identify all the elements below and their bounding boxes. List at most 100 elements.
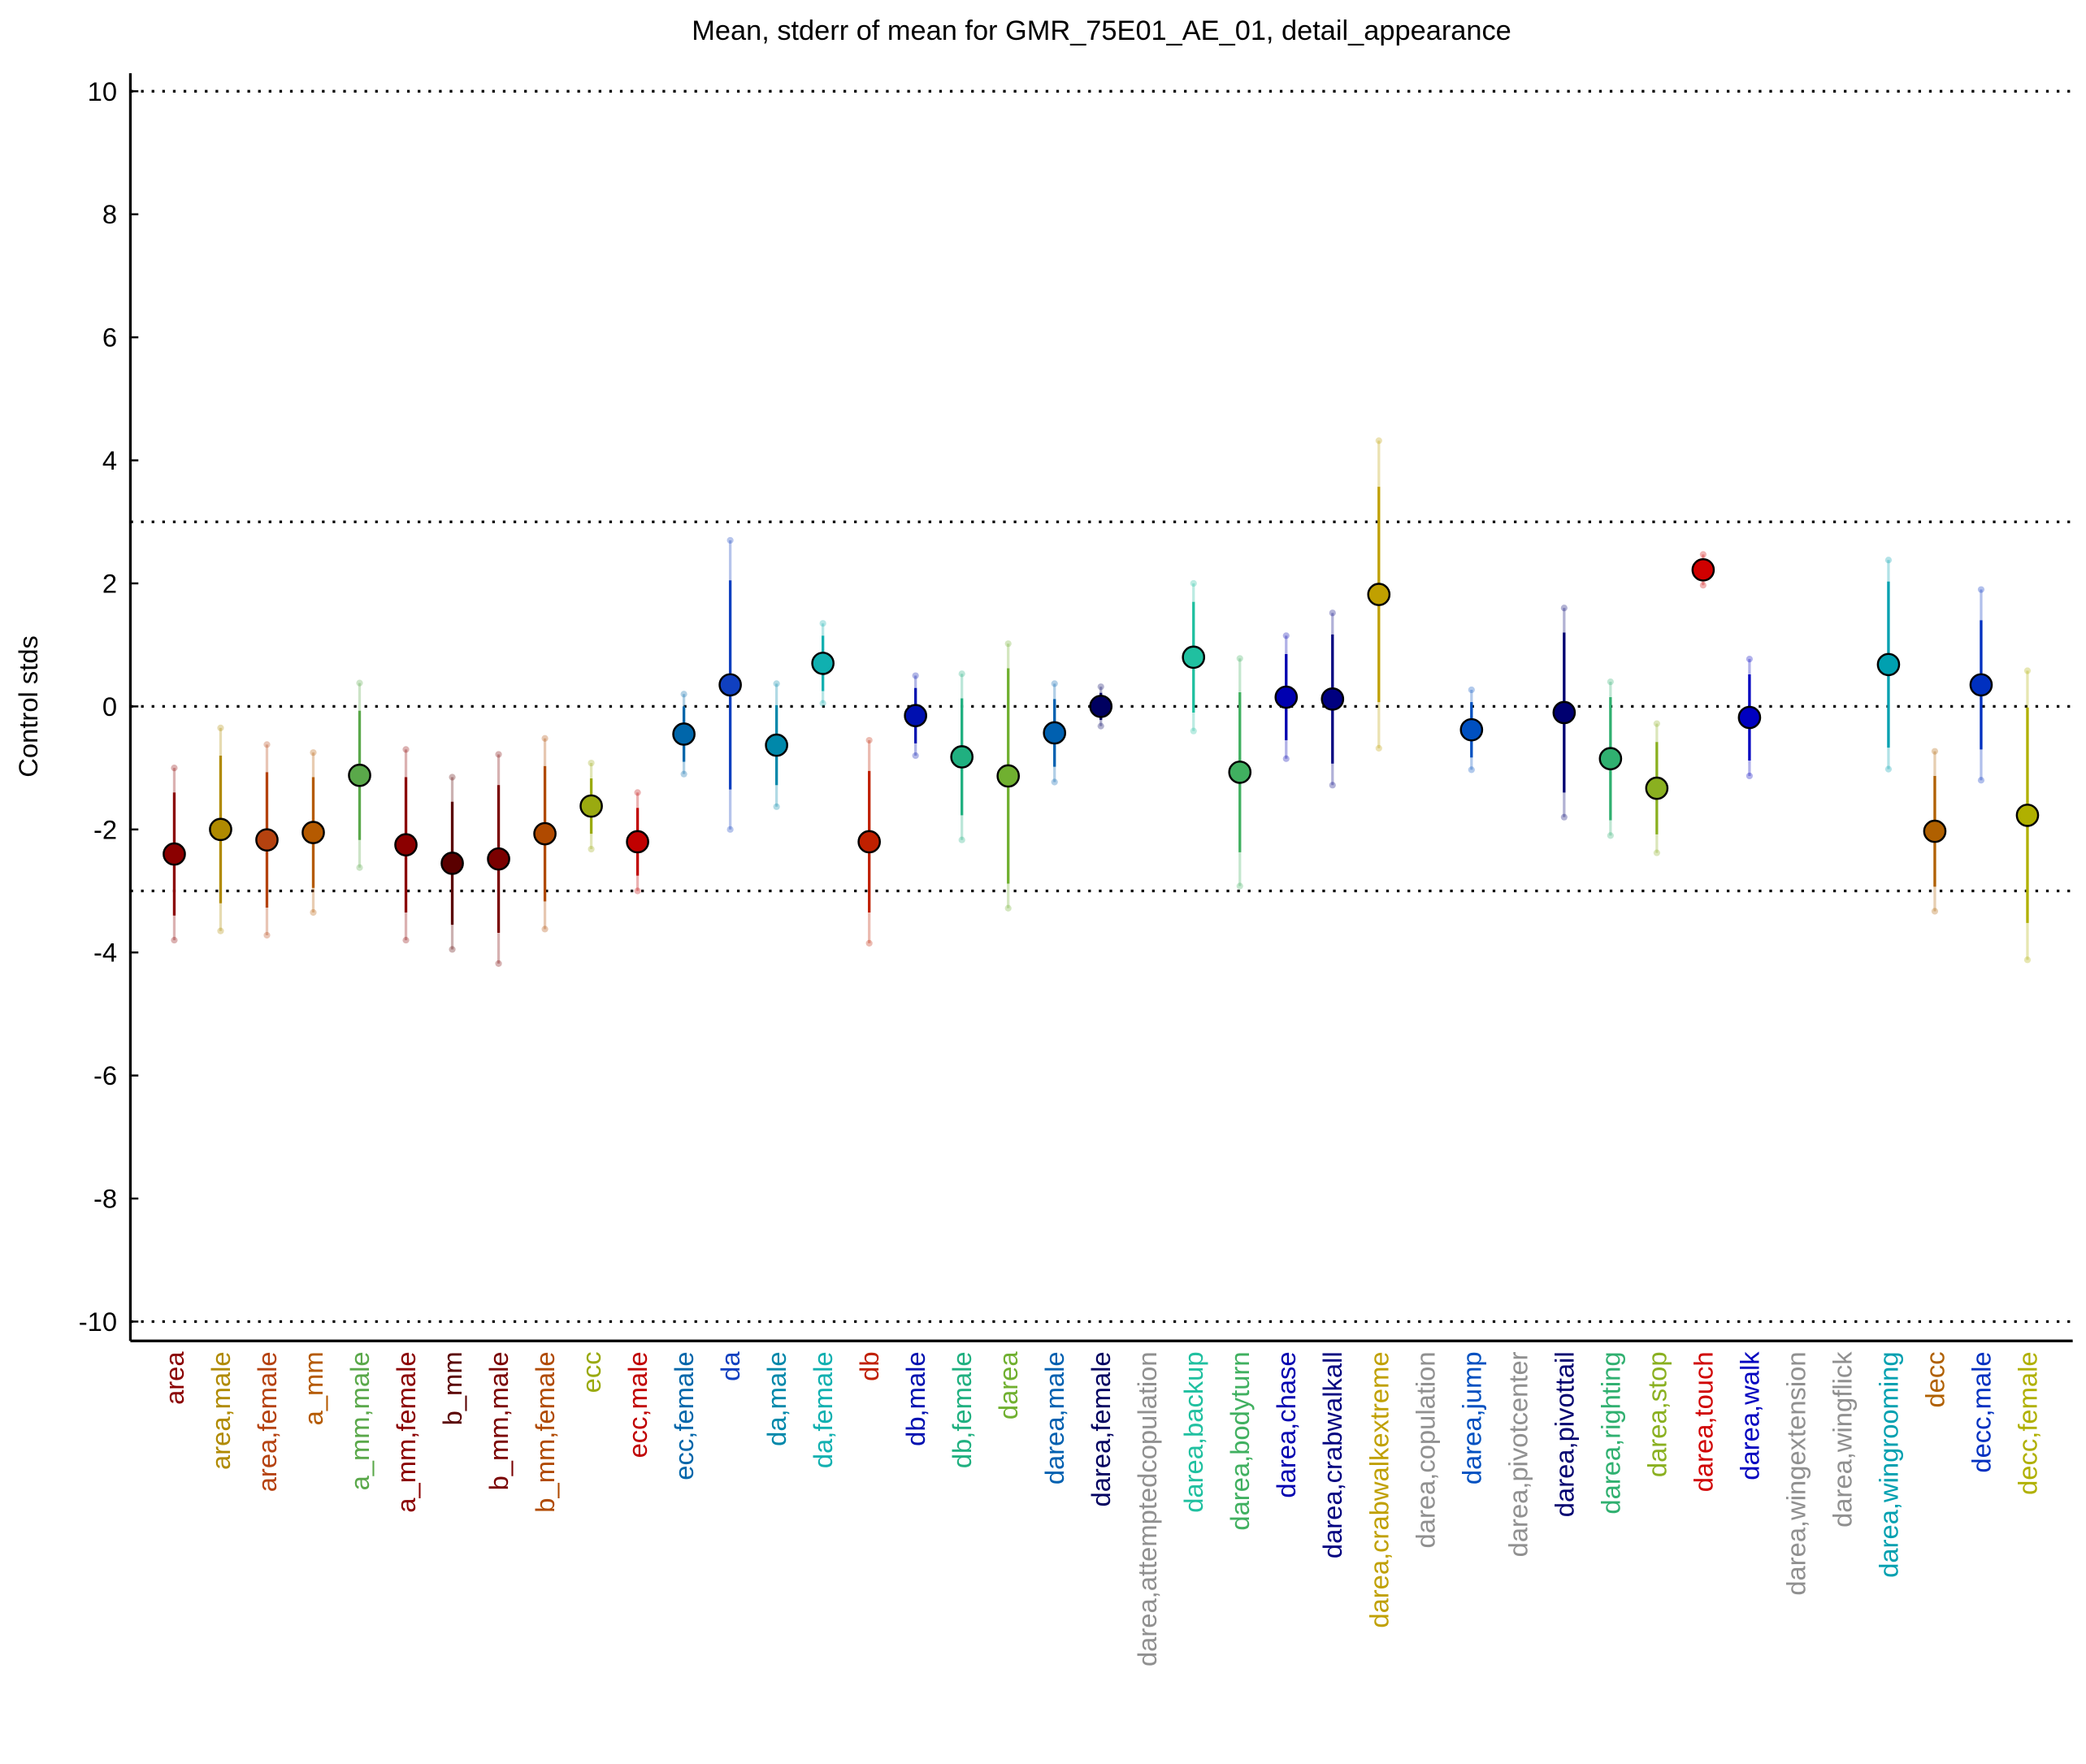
mean-marker [718,673,742,697]
mean-marker [348,763,371,787]
x-tick-label: darea,pivotcenter [1503,1351,1533,1557]
spread-end [865,736,873,744]
spread-end [634,789,641,796]
mean-marker [533,821,557,846]
spread-end [1931,908,1939,915]
spread-end [912,672,919,679]
spread-end [1051,680,1058,687]
y-tick-label: -6 [93,1060,117,1090]
mean-marker [1552,700,1576,725]
x-tick-label: darea,stop [1641,1351,1672,1477]
x-tick-label: darea,backup [1178,1351,1208,1512]
mean-marker [1321,687,1345,711]
spread-end [1004,904,1012,912]
x-tick-label: db [854,1351,884,1380]
x-tick-label: darea [993,1351,1023,1420]
spread-end [1190,579,1197,587]
spread-end [495,751,502,758]
y-tick-label: 2 [102,568,117,598]
x-tick-label: decc,female [2012,1351,2042,1494]
mean-marker [301,821,325,844]
spread-end [634,887,641,895]
y-axis-label: Control stds [13,635,43,778]
spread-end [2023,956,2032,964]
mean-marker [904,704,927,728]
spread-end [1560,605,1568,612]
spread-end [1468,686,1475,694]
spread-end [1236,655,1243,662]
x-tick-label: decc,male [1966,1351,1996,1472]
spread-end [588,845,595,853]
spread-end [402,937,410,944]
spread-end [1560,813,1568,821]
x-tick-label: darea,chase [1271,1351,1301,1497]
mean-marker [1923,819,1947,843]
x-tick-label: darea,crabwalkextreme [1364,1351,1394,1627]
x-tick-label: darea,wingrooming [1873,1351,1903,1577]
spread-end [1699,582,1707,589]
spread-end [912,752,919,760]
spread-end [1375,437,1382,444]
mean-marker [394,833,418,857]
spread-end [1607,832,1614,839]
x-tick-label: da,male [761,1351,791,1445]
y-tick-label: -4 [93,938,117,968]
spread-end [1653,849,1660,856]
mean-marker [440,852,464,875]
spread-end [1746,772,1753,780]
mean-marker [1228,761,1252,784]
spread-end [217,927,224,934]
spread-end [1931,748,1939,755]
mean-marker [1182,645,1206,670]
x-tick-label: area,female [252,1351,282,1492]
spread-end [1884,765,1893,773]
mean-marker [1459,717,1484,742]
spread-end [773,680,780,687]
x-tick-label: darea,male [1039,1351,1069,1484]
chart-title: Mean, stderr of mean for GMR_75E01_AE_01… [692,15,1511,46]
x-tick-label: decc [1919,1351,1949,1407]
mean-marker [672,722,696,746]
spread-end [1884,557,1893,564]
x-tick-label: darea,attemptedcopulation [1132,1351,1162,1666]
spread-end [1329,609,1336,617]
mean-marker [2015,804,2040,827]
x-tick-label: darea,copulation [1410,1351,1440,1548]
mean-marker [626,830,649,854]
mean-marker [1367,583,1391,606]
x-tick-label: db,female [947,1351,977,1468]
y-tick-label: -10 [79,1307,117,1337]
x-tick-label: darea,female [1086,1351,1116,1506]
spread-end [541,925,549,933]
x-tick-label: ecc [576,1351,606,1393]
x-tick-label: ecc,female [669,1351,699,1480]
mean-marker [1876,652,1901,677]
x-tick-label: darea,walk [1734,1351,1764,1480]
x-tick-label: b_mm,female [530,1351,560,1512]
x-tick-label: darea,pivottail [1549,1351,1579,1517]
spread-end [773,803,780,810]
spread-end [865,939,873,947]
mean-marker [1737,705,1762,730]
spread-end [1097,722,1104,730]
spread-end [402,746,410,753]
mean-marker [1274,685,1299,709]
mean-marker [163,842,186,866]
spread-end [1282,755,1290,762]
x-tick-label: darea,jump [1456,1351,1486,1484]
y-tick-label: 6 [102,323,117,353]
spread-end [217,724,224,731]
x-tick-label: darea,touch [1688,1351,1718,1492]
spread-end [1051,778,1058,786]
spread-end [1977,777,1985,784]
x-tick-label: ecc,male [622,1351,653,1458]
spread-end [1375,744,1382,752]
mean-marker [1691,558,1715,582]
mean-marker [1598,747,1623,771]
mean-marker [1043,721,1067,745]
mean-marker [579,794,603,818]
x-tick-label: da [715,1351,745,1381]
mean-marker [1089,695,1113,718]
mean-marker [811,652,835,675]
